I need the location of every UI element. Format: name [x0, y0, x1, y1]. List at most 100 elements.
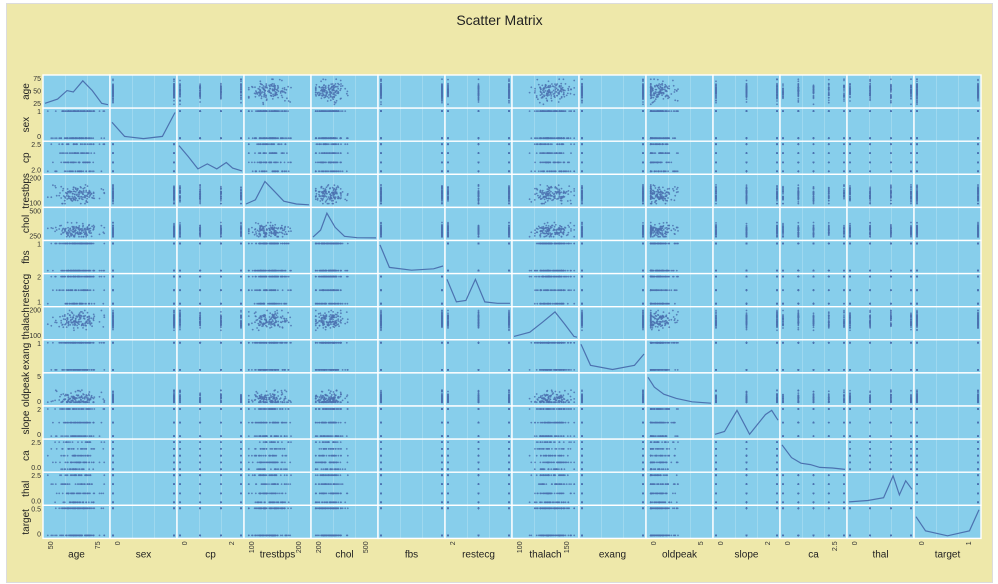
scatter-point: [268, 85, 271, 88]
scatter-point: [333, 137, 336, 140]
scatter-point: [910, 94, 912, 97]
scatter-point: [797, 98, 800, 100]
scatter-point: [869, 92, 871, 95]
scatter-point: [557, 101, 560, 103]
scatter-point: [333, 161, 336, 164]
scatter-point: [321, 89, 323, 91]
scatter-point: [715, 137, 717, 140]
scatter-point: [265, 99, 268, 102]
scatter-point: [812, 85, 815, 88]
scatter-point: [268, 89, 270, 92]
scatter-point: [776, 94, 778, 96]
scatter-point: [321, 94, 323, 97]
scatter-point: [173, 83, 175, 85]
scatter-point: [345, 92, 348, 95]
scatter-point: [916, 100, 918, 102]
scatter-point: [662, 143, 664, 146]
scatter-point: [80, 170, 83, 173]
scatter-point: [330, 83, 333, 85]
scatter-point: [508, 97, 510, 100]
scatter-point: [247, 137, 250, 140]
scatter-point: [564, 170, 567, 173]
cell-background: [42, 107, 111, 142]
scatter-point: [827, 110, 830, 112]
scatter-point: [326, 137, 329, 140]
scatter-point: [80, 152, 83, 155]
scatter-point: [666, 86, 669, 89]
scatter-point: [253, 92, 256, 95]
scatter-point: [667, 137, 669, 140]
scatter-point: [258, 88, 261, 91]
scatter-point: [318, 152, 321, 155]
scatter-point: [380, 161, 382, 164]
scatter-point: [322, 84, 325, 87]
scatter-point: [664, 88, 666, 91]
scatter-point: [539, 152, 542, 155]
scatter-point: [549, 84, 552, 87]
scatter-point: [179, 85, 181, 87]
scatter-point: [72, 161, 75, 164]
scatter-point: [977, 89, 979, 91]
scatter-point: [74, 152, 77, 155]
scatter-point: [559, 161, 562, 164]
scatter-point: [256, 93, 259, 95]
scatter-point: [745, 101, 748, 103]
scatter-point: [564, 83, 567, 85]
scatter-point: [562, 152, 565, 155]
scatter-point: [287, 170, 290, 173]
scatter-point: [745, 110, 748, 112]
scatter-point: [80, 110, 82, 112]
scatter-point: [322, 78, 325, 81]
cell-background: [42, 74, 111, 109]
scatter-point: [255, 91, 258, 93]
scatter-point: [240, 87, 242, 90]
scatter-point: [556, 137, 559, 140]
scatter-point: [254, 152, 256, 155]
scatter-point: [658, 87, 661, 90]
scatter-point: [333, 95, 336, 98]
scatter-point: [447, 170, 449, 173]
scatter-point: [318, 110, 321, 112]
scatter-point: [656, 85, 659, 87]
scatter-point: [534, 90, 536, 92]
scatter-point: [281, 87, 284, 90]
scatter-point: [441, 88, 443, 91]
scatter-point: [331, 83, 334, 85]
scatter-point: [55, 137, 58, 140]
scatter-point: [322, 143, 325, 146]
scatter-point: [508, 90, 510, 92]
scatter-point: [447, 86, 449, 89]
scatter-point: [642, 137, 644, 140]
scatter-point: [339, 79, 342, 82]
scatter-point: [869, 90, 871, 92]
scatter-point: [570, 143, 572, 146]
scatter-point: [555, 91, 558, 93]
scatter-point: [283, 152, 285, 155]
scatter-point: [327, 86, 330, 89]
scatter-point: [543, 170, 546, 173]
scatter-point: [539, 137, 542, 140]
scatter-point: [916, 97, 918, 100]
scatter-point: [87, 110, 89, 112]
scatter-point: [331, 143, 334, 146]
scatter-point: [441, 170, 443, 173]
scatter-point: [321, 170, 324, 173]
scatter-point: [112, 78, 114, 81]
scatter-point: [334, 143, 337, 146]
scatter-point: [337, 110, 340, 112]
scatter-point: [199, 94, 202, 96]
scatter-point: [286, 137, 288, 140]
scatter-point: [567, 89, 570, 92]
scatter-point: [581, 101, 583, 104]
scatter-point: [546, 86, 549, 89]
scatter-point: [257, 152, 260, 155]
scatter-point: [508, 143, 510, 146]
scatter-point: [284, 92, 287, 94]
scatter-point: [264, 89, 266, 92]
scatter-point: [281, 79, 283, 82]
scatter-point: [656, 94, 659, 96]
scatter-point: [251, 85, 253, 88]
scatter-point: [337, 152, 340, 155]
scatter-point: [566, 137, 569, 140]
scatter-point: [827, 91, 830, 94]
